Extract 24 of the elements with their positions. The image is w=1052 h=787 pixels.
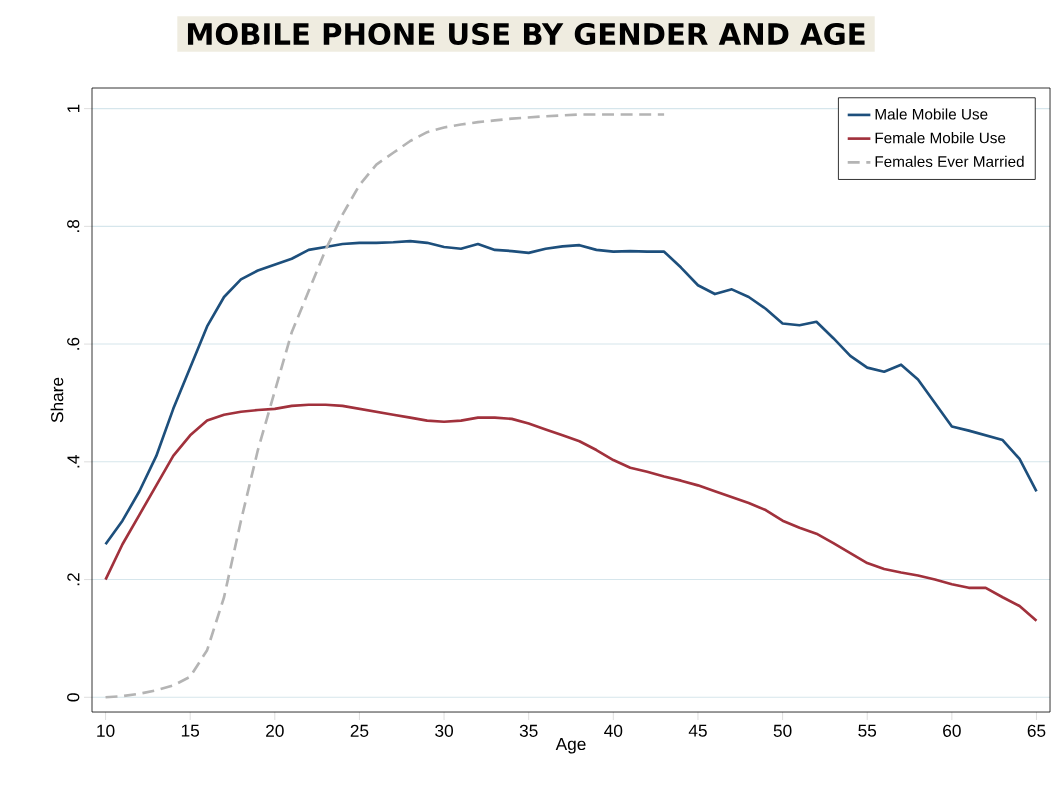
x-tick-label: 35 bbox=[519, 724, 538, 737]
x-tick-label: 50 bbox=[773, 724, 792, 737]
x-tick-label: 10 bbox=[97, 724, 115, 737]
y-tick-label: .8 bbox=[67, 219, 80, 232]
x-tick-label: 40 bbox=[604, 724, 623, 737]
x-tick-label: 25 bbox=[350, 724, 369, 737]
y-tick-label: 0 bbox=[67, 693, 80, 702]
y-tick-label: 1 bbox=[67, 104, 80, 113]
y-tick-label: .6 bbox=[67, 337, 80, 350]
chart-title: MOBILE PHONE USE BY GENDER AND AGE bbox=[187, 22, 865, 46]
legend-label: Female Mobile Use bbox=[875, 132, 1006, 144]
x-tick-label: 65 bbox=[1027, 724, 1046, 737]
legend-label: Male Mobile Use bbox=[875, 108, 988, 120]
x-axis-title: Age bbox=[555, 738, 586, 754]
x-tick-label: 15 bbox=[181, 724, 200, 737]
y-tick-label: .4 bbox=[67, 455, 80, 468]
x-tick-label: 20 bbox=[266, 724, 284, 737]
legend-label: Females Ever Married bbox=[875, 155, 1024, 167]
x-tick-label: 60 bbox=[943, 724, 961, 737]
x-tick-label: 55 bbox=[858, 724, 877, 737]
y-tick-label: .2 bbox=[67, 573, 80, 586]
x-tick-label: 30 bbox=[435, 724, 453, 737]
y-axis-title: Share bbox=[50, 377, 64, 423]
x-tick-label: 45 bbox=[688, 724, 707, 737]
